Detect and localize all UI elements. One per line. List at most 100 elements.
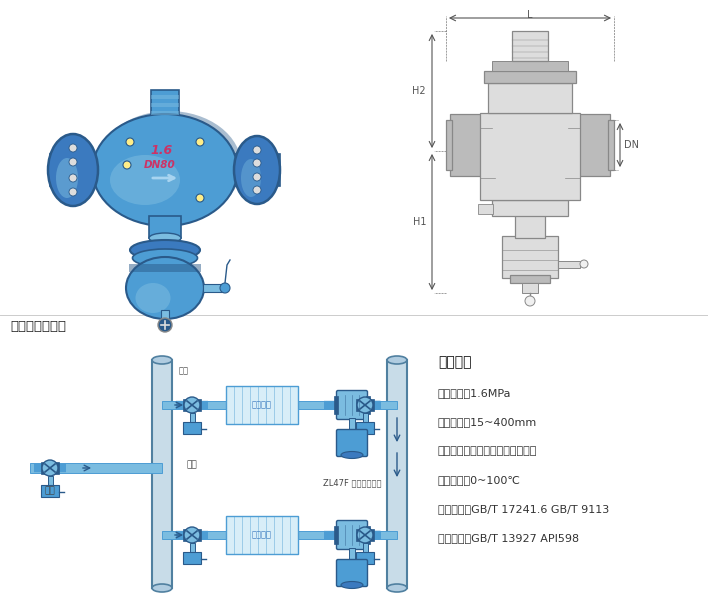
Ellipse shape	[152, 356, 172, 364]
Circle shape	[42, 460, 58, 476]
Circle shape	[184, 527, 200, 543]
Text: 典型安装示意图: 典型安装示意图	[10, 320, 66, 333]
Bar	[151, 111, 179, 115]
Text: H1: H1	[413, 217, 426, 227]
Bar	[356, 399, 360, 411]
Bar	[446, 120, 452, 170]
Bar	[334, 396, 338, 414]
FancyBboxPatch shape	[336, 520, 367, 549]
Circle shape	[253, 173, 261, 181]
Circle shape	[253, 159, 261, 167]
Text: 法兰标准：GB/T 17241.6 GB/T 9113: 法兰标准：GB/T 17241.6 GB/T 9113	[438, 504, 610, 514]
Text: L: L	[527, 10, 532, 20]
Ellipse shape	[96, 111, 241, 221]
Ellipse shape	[56, 158, 78, 198]
Text: ZL47F 自立式平衡阀: ZL47F 自立式平衡阀	[323, 478, 381, 487]
Bar	[226, 516, 298, 554]
Circle shape	[220, 283, 230, 293]
Bar	[226, 386, 298, 424]
Bar	[151, 90, 179, 118]
Text: 空调系统: 空调系统	[252, 531, 272, 540]
Ellipse shape	[152, 584, 172, 592]
Ellipse shape	[132, 249, 198, 267]
Bar	[366, 526, 370, 544]
Ellipse shape	[341, 452, 363, 458]
Bar	[349, 548, 355, 563]
Ellipse shape	[149, 233, 181, 243]
Bar	[183, 422, 201, 434]
Text: 适用温度：0~100℃: 适用温度：0~100℃	[438, 475, 521, 485]
Ellipse shape	[241, 159, 261, 197]
Bar	[370, 529, 374, 541]
Circle shape	[196, 194, 204, 202]
Bar	[162, 531, 397, 539]
Bar	[356, 529, 360, 541]
Bar	[558, 261, 580, 268]
Bar	[151, 95, 179, 99]
Bar	[450, 114, 482, 176]
Bar	[356, 552, 374, 564]
Bar	[362, 413, 367, 423]
Bar	[522, 283, 538, 293]
Circle shape	[123, 161, 131, 169]
Circle shape	[69, 144, 77, 152]
Bar	[492, 61, 568, 71]
Ellipse shape	[387, 584, 407, 592]
Bar	[183, 399, 187, 411]
Bar	[608, 120, 614, 170]
Circle shape	[525, 296, 535, 306]
Bar	[50, 154, 105, 186]
Bar	[41, 462, 45, 474]
Text: 适用介质：水、油等非腐蚀性液体: 适用介质：水、油等非腐蚀性液体	[438, 446, 537, 456]
Ellipse shape	[130, 240, 200, 260]
FancyBboxPatch shape	[336, 560, 367, 586]
Bar	[492, 200, 568, 216]
Circle shape	[69, 174, 77, 182]
Bar	[370, 399, 374, 411]
Bar	[515, 213, 545, 238]
Bar	[478, 204, 493, 214]
Bar	[183, 552, 201, 564]
Text: H2: H2	[412, 86, 426, 96]
Bar	[190, 543, 195, 553]
Text: 公称压力：1.6MPa: 公称压力：1.6MPa	[438, 388, 511, 398]
FancyBboxPatch shape	[336, 390, 367, 419]
Text: 试验标准：GB/T 13927 API598: 试验标准：GB/T 13927 API598	[438, 533, 579, 543]
Bar	[480, 113, 580, 200]
Ellipse shape	[110, 155, 180, 205]
Circle shape	[253, 186, 261, 194]
Bar	[502, 236, 558, 278]
Bar	[197, 529, 201, 541]
Circle shape	[158, 318, 172, 332]
Text: 空调系统: 空调系统	[252, 401, 272, 410]
Ellipse shape	[48, 134, 98, 206]
Bar	[197, 399, 201, 411]
Text: DN80: DN80	[144, 160, 176, 170]
Ellipse shape	[387, 356, 407, 364]
Bar	[47, 476, 52, 486]
Bar	[161, 310, 169, 322]
Bar	[41, 485, 59, 497]
Circle shape	[69, 158, 77, 166]
Text: 蝶阀: 蝶阀	[187, 460, 198, 469]
Circle shape	[357, 527, 373, 543]
Bar	[55, 462, 59, 474]
Bar	[484, 71, 576, 83]
Circle shape	[580, 260, 588, 268]
Bar	[225, 154, 280, 186]
Circle shape	[253, 146, 261, 154]
Bar	[512, 31, 548, 61]
Bar	[366, 396, 370, 414]
Text: 1.6: 1.6	[151, 144, 173, 157]
Bar	[349, 418, 355, 433]
Bar	[387, 360, 407, 588]
Ellipse shape	[135, 283, 171, 313]
Bar	[203, 284, 223, 292]
Bar	[190, 413, 195, 423]
Text: DN: DN	[624, 140, 639, 150]
Bar	[510, 275, 550, 283]
Text: 公称通径：15~400mm: 公称通径：15~400mm	[438, 417, 537, 427]
Circle shape	[196, 138, 204, 146]
Bar	[334, 526, 338, 544]
Bar	[183, 529, 187, 541]
